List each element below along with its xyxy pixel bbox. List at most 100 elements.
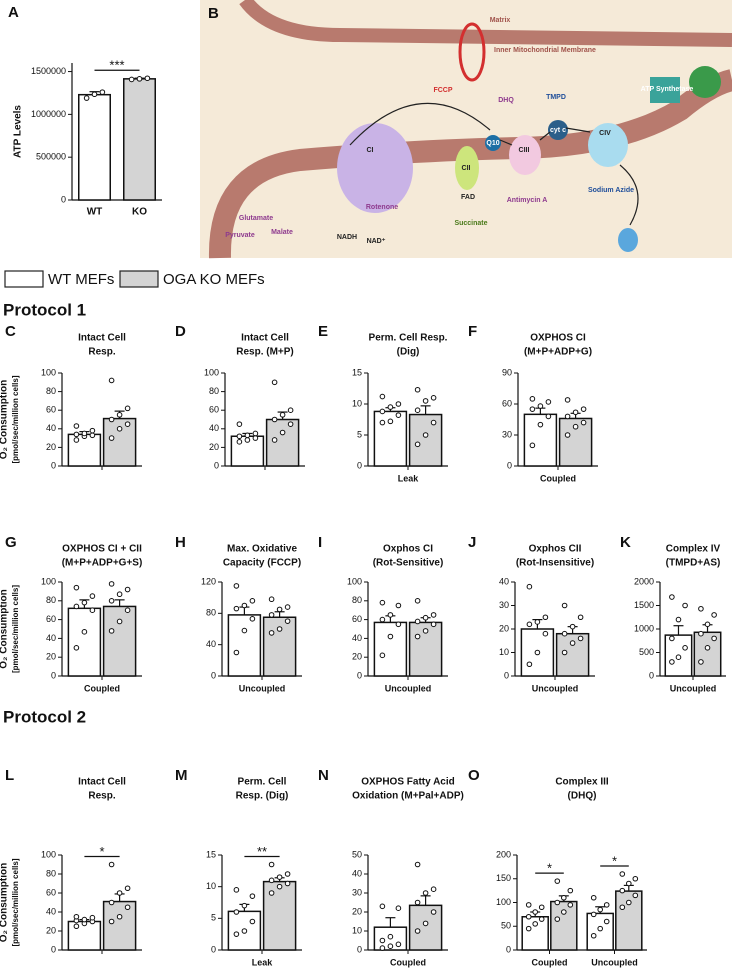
panel-letter: I xyxy=(318,534,322,551)
bar xyxy=(586,912,614,951)
data-point xyxy=(108,416,115,423)
y-axis-label: O₂ Consumption xyxy=(0,380,10,459)
data-point xyxy=(83,95,90,101)
y-tick-label: 100 xyxy=(496,897,511,907)
diagram-label: DHQ xyxy=(498,97,514,104)
y-tick-label: 1000000 xyxy=(31,109,66,119)
panel-letter: E xyxy=(318,323,328,340)
y-axis-label: [pmol/sec/million cells] xyxy=(11,585,20,673)
data-point xyxy=(414,407,421,414)
data-point xyxy=(73,603,80,610)
data-point xyxy=(395,621,402,628)
y-tick-label: 100 xyxy=(204,367,219,377)
data-point xyxy=(698,630,704,637)
x-tick-label: Leak xyxy=(252,957,274,967)
diagram-label: Inner Mitochondrial Membrane xyxy=(494,47,596,54)
electron-path xyxy=(349,102,639,226)
y-axis-label: O₂ Consumption xyxy=(0,863,10,942)
panel-title: Resp. xyxy=(88,791,115,802)
data-point xyxy=(276,626,283,632)
data-point xyxy=(81,430,88,437)
x-tick-label: Leak xyxy=(398,473,420,483)
membrane xyxy=(239,0,732,47)
y-tick-label: 80 xyxy=(206,608,216,618)
data-point xyxy=(379,599,386,606)
x-tick-label: KO xyxy=(132,207,147,218)
data-point xyxy=(597,925,604,932)
data-point xyxy=(73,431,80,438)
data-point xyxy=(529,396,536,402)
data-point xyxy=(244,437,251,443)
data-point xyxy=(276,874,283,880)
data-point xyxy=(379,652,386,659)
data-point xyxy=(124,904,131,911)
data-point xyxy=(108,628,115,634)
data-point xyxy=(577,635,584,642)
data-point xyxy=(422,890,429,896)
y-tick-label: 60 xyxy=(502,398,512,408)
panel-title: Perm. Cell xyxy=(238,777,287,788)
data-point xyxy=(81,599,88,606)
data-point xyxy=(525,902,532,908)
bar xyxy=(408,904,443,951)
data-point xyxy=(379,903,386,910)
diagram-label: CI xyxy=(367,147,374,154)
y-tick-label: 40 xyxy=(499,576,509,586)
y-tick-label: 40 xyxy=(206,639,216,649)
data-point xyxy=(124,607,131,614)
data-point xyxy=(89,427,96,434)
data-point xyxy=(711,612,717,618)
panel-title: Resp. (Dig) xyxy=(236,791,289,802)
y-tick-label: 0 xyxy=(51,670,56,680)
data-point xyxy=(538,916,545,922)
diagram-label: Sodium Azide xyxy=(588,187,634,194)
panel-title: (M+P+ADP+G) xyxy=(524,347,592,358)
y-tick-label: 0 xyxy=(504,670,509,680)
data-point xyxy=(525,925,532,932)
y-tick-label: 40 xyxy=(46,633,56,643)
data-point xyxy=(414,899,421,906)
data-point xyxy=(124,421,131,427)
y-tick-label: 80 xyxy=(46,868,56,878)
data-point xyxy=(590,932,597,939)
x-tick-label: Uncoupled xyxy=(385,683,432,693)
y-tick-label: 40 xyxy=(352,633,362,643)
data-point xyxy=(124,586,131,593)
data-point xyxy=(526,661,533,668)
data-point xyxy=(554,878,561,884)
data-point xyxy=(590,894,597,901)
data-point xyxy=(395,602,402,609)
y-tick-label: 1500000 xyxy=(31,66,66,76)
data-point xyxy=(430,395,437,401)
data-point xyxy=(626,899,632,906)
data-point xyxy=(619,887,626,894)
membrane xyxy=(208,69,732,259)
y-tick-label: 5 xyxy=(357,429,362,439)
data-point xyxy=(287,421,294,427)
bar xyxy=(102,605,137,677)
x-tick-label: Uncoupled xyxy=(532,683,579,693)
data-point xyxy=(632,892,639,899)
data-point xyxy=(99,89,106,95)
data-point xyxy=(233,649,240,656)
data-point xyxy=(268,861,275,868)
diagram-label: Antimycin A xyxy=(507,197,548,204)
panel-title: Oxphos CI xyxy=(383,544,433,555)
panel-letter: B xyxy=(208,5,219,22)
data-point xyxy=(233,931,240,937)
data-point xyxy=(554,899,561,906)
data-point xyxy=(387,612,394,618)
section-title: Protocol 1 xyxy=(3,300,86,319)
y-tick-label: 60 xyxy=(209,405,219,415)
bar xyxy=(78,93,111,201)
diagram xyxy=(200,0,732,259)
data-point xyxy=(597,906,604,913)
data-point xyxy=(271,437,278,443)
data-point xyxy=(116,426,123,432)
panel-title: Complex IV xyxy=(666,544,721,555)
atp-synthase xyxy=(650,77,680,103)
data-point xyxy=(414,633,421,640)
bar xyxy=(102,417,137,467)
diagram-label: NAD⁺ xyxy=(367,238,386,245)
data-point xyxy=(387,418,394,425)
